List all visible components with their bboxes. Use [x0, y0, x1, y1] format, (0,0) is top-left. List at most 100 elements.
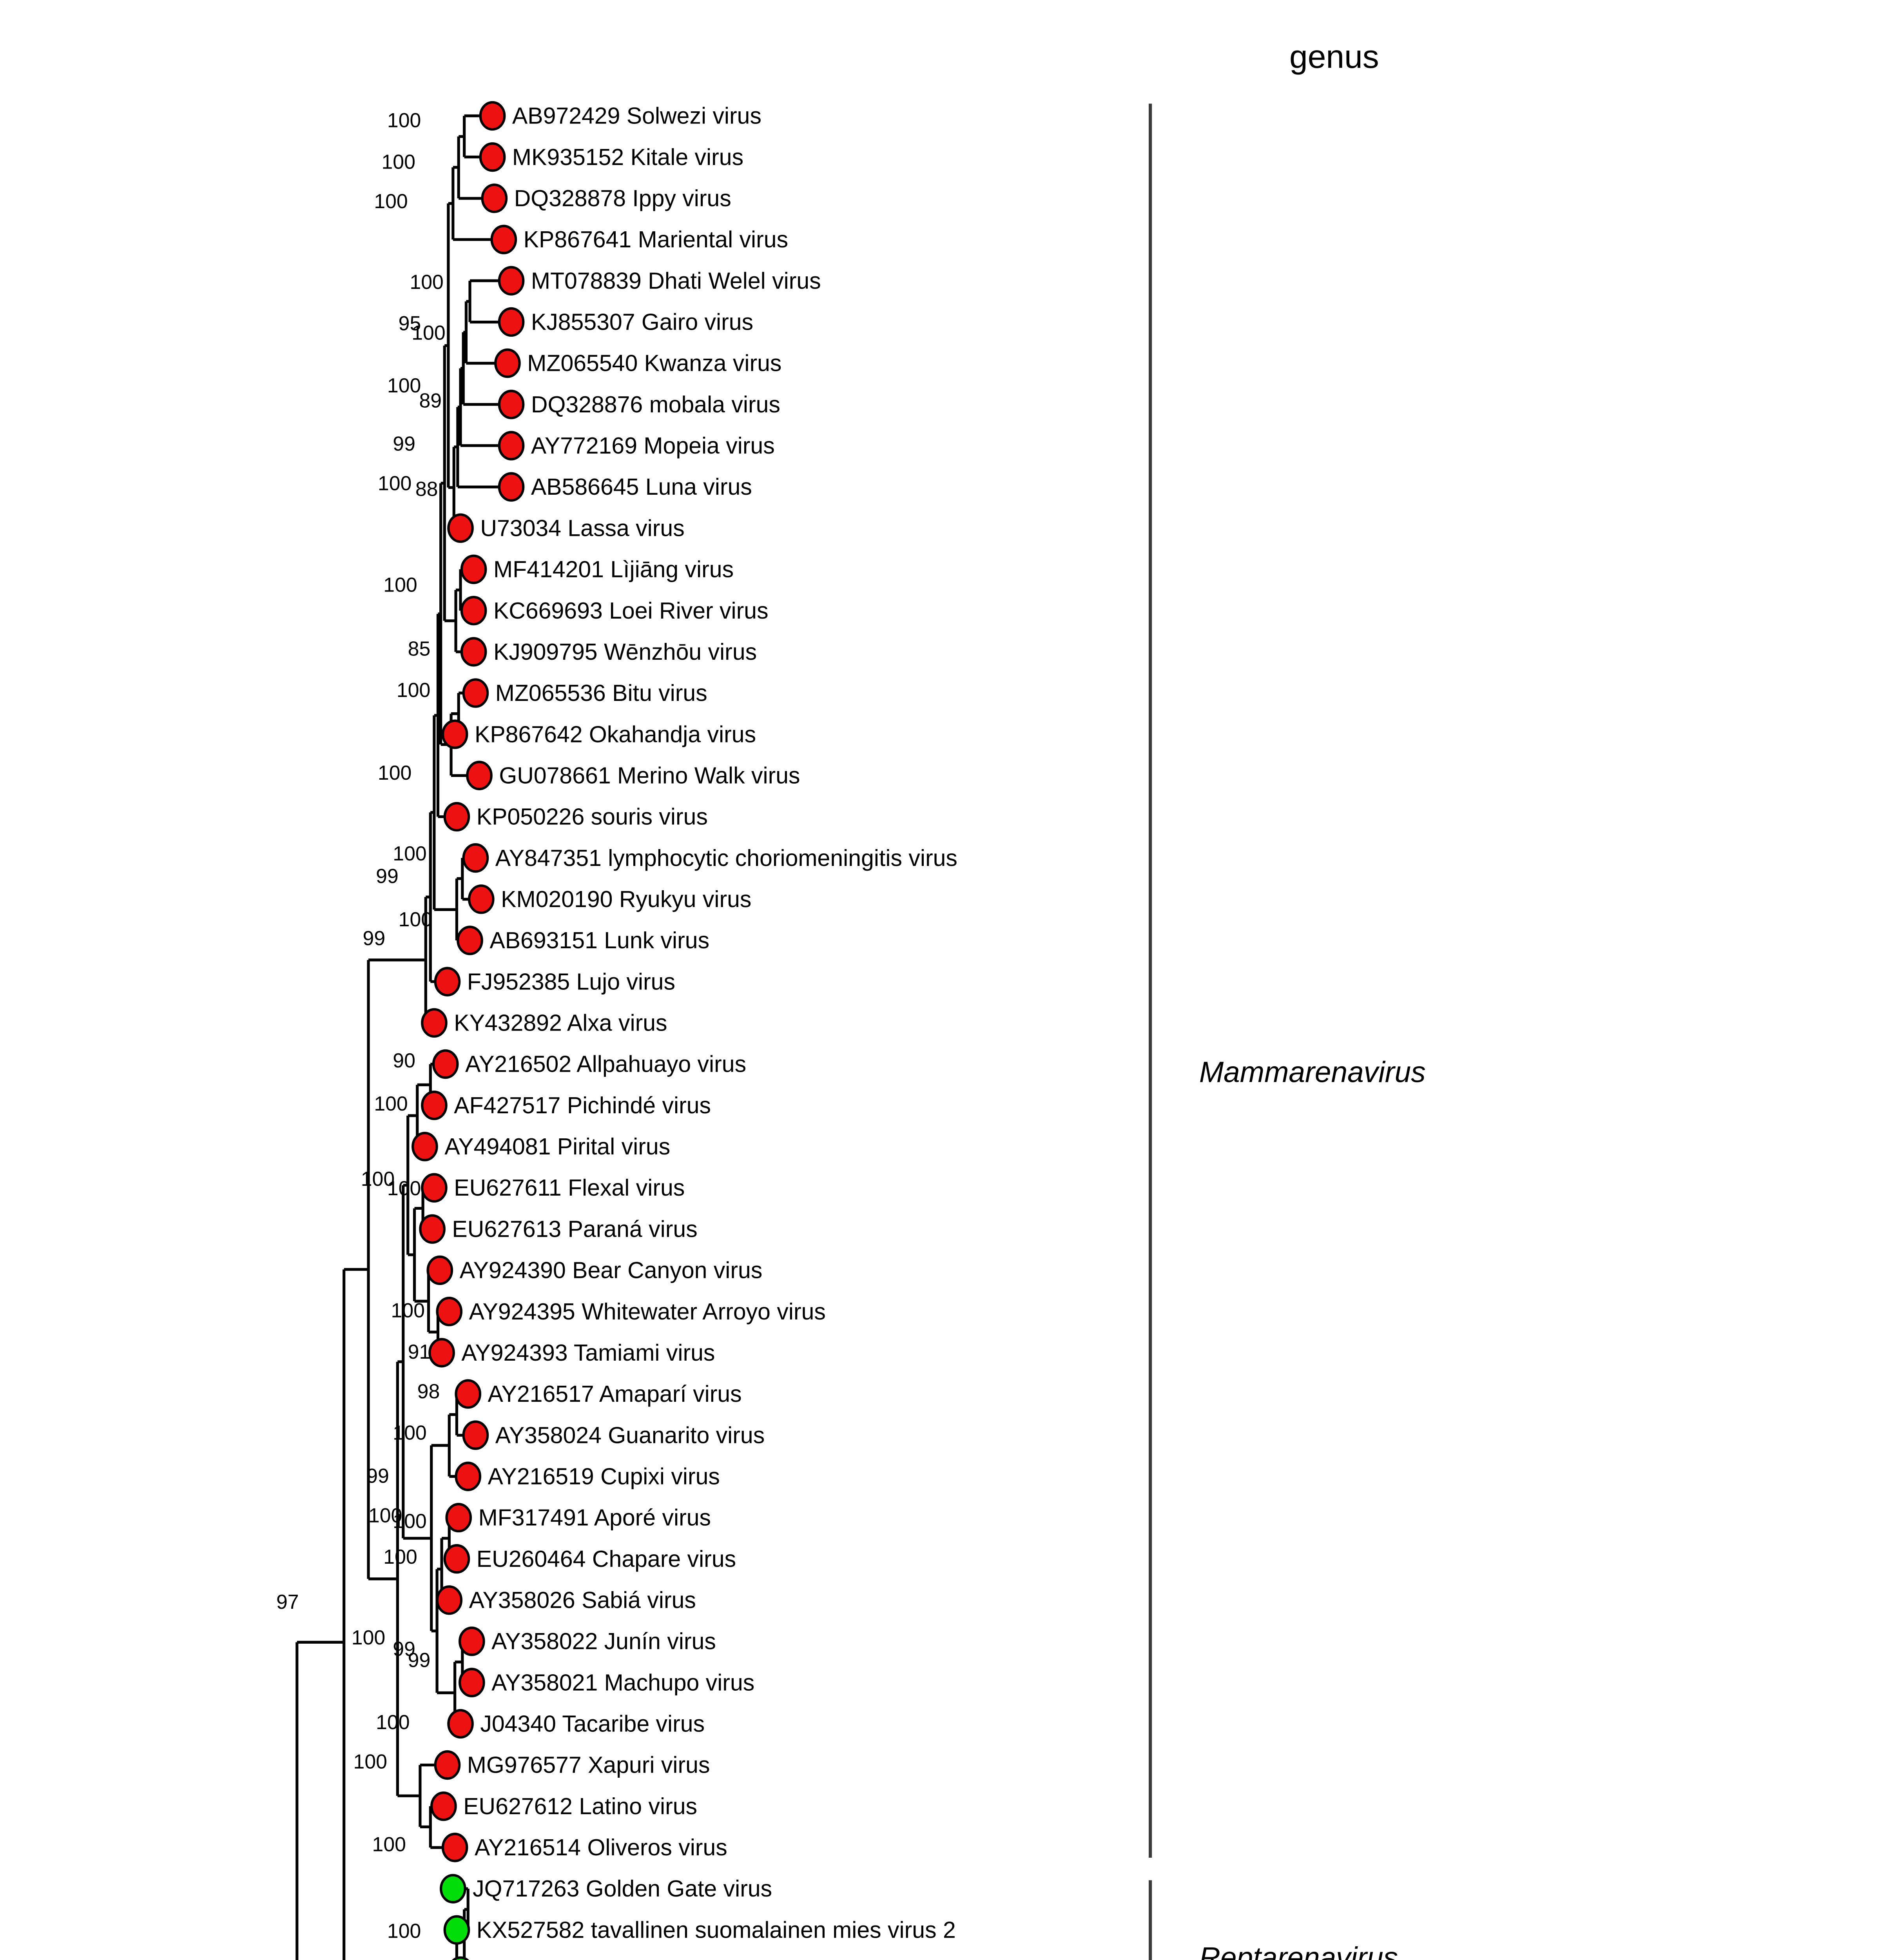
taxon-label: MG976577 Xapuri virus [467, 1752, 710, 1778]
taxon-tip-circle [460, 637, 487, 667]
taxon-label: KP867641 Mariental virus [524, 227, 788, 252]
taxon-tip-circle [498, 266, 525, 296]
taxon-tip-circle [434, 1750, 461, 1780]
taxon-tip-circle [498, 431, 525, 461]
taxon-tips [412, 101, 525, 1960]
taxon-tip-circle [441, 1833, 468, 1862]
taxon-label: AY494081 Pirital virus [444, 1134, 670, 1160]
taxon-label: AY924393 Tamiami virus [461, 1340, 715, 1366]
taxon-tip-circle [430, 1791, 457, 1821]
bootstrap-value: 99 [376, 865, 399, 887]
taxon-label: MF414201 Lìjiāng virus [493, 557, 734, 583]
bootstrap-value: 100 [387, 1177, 421, 1200]
taxon-tip-circle [479, 101, 506, 131]
taxon-tip-circle [447, 513, 474, 543]
taxon-tip-circle [436, 1585, 463, 1615]
taxon-label: AY924390 Bear Canyon virus [460, 1258, 763, 1283]
taxon-label: AY216502 Allpahuayo virus [465, 1051, 746, 1077]
genus-column-header: genus [1289, 38, 1379, 75]
bootstrap-value: 100 [397, 679, 430, 701]
taxon-label: MZ065536 Bitu virus [495, 680, 707, 706]
taxon-tip-circle [457, 926, 483, 955]
taxon-tip-circle [443, 1544, 470, 1574]
taxon-tip-circle [458, 1626, 485, 1656]
bootstrap-value: 100 [393, 1510, 426, 1532]
taxon-tip-circle [455, 1461, 482, 1491]
genus-label: Reptarenavirus [1199, 1941, 1398, 1960]
taxon-tip-circle [451, 1956, 470, 1960]
taxon-label: AB586645 Luna virus [531, 474, 752, 500]
taxon-label: KY432892 Alxa virus [454, 1010, 667, 1036]
taxon-tip-circle [498, 472, 525, 502]
bootstrap-value: 100 [368, 1504, 402, 1526]
taxon-tip-circle [498, 390, 525, 419]
taxon-tip-circle [432, 1049, 459, 1079]
taxon-tip-circle [421, 1008, 448, 1038]
bootstrap-value: 99 [393, 432, 415, 455]
bootstrap-value: 100 [382, 150, 415, 173]
taxon-label: EU627612 Latino virus [463, 1793, 697, 1819]
taxon-tip-circle [421, 1091, 448, 1120]
bootstrap-value: 100 [387, 374, 421, 397]
bootstrap-value: 100 [383, 573, 417, 596]
taxon-label: AY216514 Oliveros virus [475, 1835, 727, 1860]
taxon-label: KP050226 souris virus [477, 804, 708, 830]
taxon-tip-circle [426, 1255, 453, 1285]
taxon-label: MF317491 Aporé virus [479, 1505, 711, 1531]
taxon-label: DQ328878 Ippy virus [514, 185, 731, 211]
bootstrap-value: 91 [408, 1340, 431, 1363]
bootstrap-value: 100 [376, 1711, 410, 1733]
taxon-label: KC669693 Loei River virus [493, 598, 769, 624]
taxon-tip-circle [462, 843, 489, 873]
bootstrap-value: 100 [391, 1299, 424, 1322]
taxon-tip-circle [441, 719, 468, 749]
taxon-tip-circle [490, 225, 517, 254]
taxon-label: AY358021 Machupo virus [491, 1670, 754, 1695]
bootstrap-value: 100 [399, 908, 432, 931]
bootstrap-value: 100 [387, 1919, 421, 1942]
bootstrap-value: 100 [393, 842, 426, 865]
bootstrap-value: 97 [276, 1590, 299, 1613]
taxon-label: AY216519 Cupixi virus [488, 1463, 720, 1489]
taxon-label: KJ909795 Wēnzhōu virus [493, 639, 757, 665]
taxon-tip-circle [466, 760, 493, 790]
taxon-tip-circle [462, 678, 489, 708]
taxon-label: MT078839 Dhati Welel virus [531, 268, 821, 294]
taxon-label: U73034 Lassa virus [480, 515, 684, 541]
taxon-label: KR870022 University of Giessen virus 1 [480, 1958, 889, 1960]
taxon-label: JQ717263 Golden Gate virus [473, 1876, 772, 1902]
bootstrap-value: 95 [399, 312, 421, 335]
taxon-tip-circle [436, 1296, 463, 1327]
taxon-tip-circle [468, 884, 495, 914]
bootstrap-value: 89 [419, 389, 442, 412]
taxon-label: KX527582 tavallinen suomalainen mies vir… [477, 1917, 956, 1943]
taxon-tip-circle [460, 554, 487, 584]
taxon-tip-circle [443, 1915, 470, 1945]
taxon-tip-circle [445, 1503, 472, 1533]
bootstrap-value: 100 [378, 761, 412, 784]
taxon-tip-circle [494, 348, 521, 378]
bootstrap-value: 100 [412, 321, 445, 344]
taxon-label: GU078661 Merino Walk virus [499, 762, 800, 788]
taxon-labels: AB972429 Solwezi virus MK935152 Kitale vi… [444, 103, 957, 1960]
bootstrap-value: 100 [387, 109, 421, 132]
bootstrap-value: 100 [352, 1626, 385, 1649]
bootstrap-value: 100 [361, 1167, 395, 1190]
taxon-tip-circle [458, 1668, 485, 1697]
bootstrap-value: 85 [408, 637, 431, 660]
taxon-tip-circle [428, 1338, 455, 1368]
taxon-label: EU260464 Chapare virus [477, 1546, 736, 1572]
taxon-tip-circle [447, 1709, 474, 1739]
taxon-tip-circle [481, 183, 508, 213]
taxon-label: AY847351 lymphocytic choriomeningitis vi… [495, 845, 957, 871]
taxon-tip-circle [419, 1214, 446, 1244]
taxon-tip-circle [462, 1420, 489, 1450]
genus-annotations: MammarenavirusReptarenavirusHartmaniviru… [1149, 103, 1426, 1960]
taxon-label: DQ328876 mobala virus [531, 392, 780, 417]
taxon-label: AY358022 Junín virus [491, 1628, 716, 1654]
taxon-label: KP867642 Okahandja virus [475, 721, 756, 747]
taxon-label: J04340 Tacaribe virus [480, 1711, 705, 1737]
